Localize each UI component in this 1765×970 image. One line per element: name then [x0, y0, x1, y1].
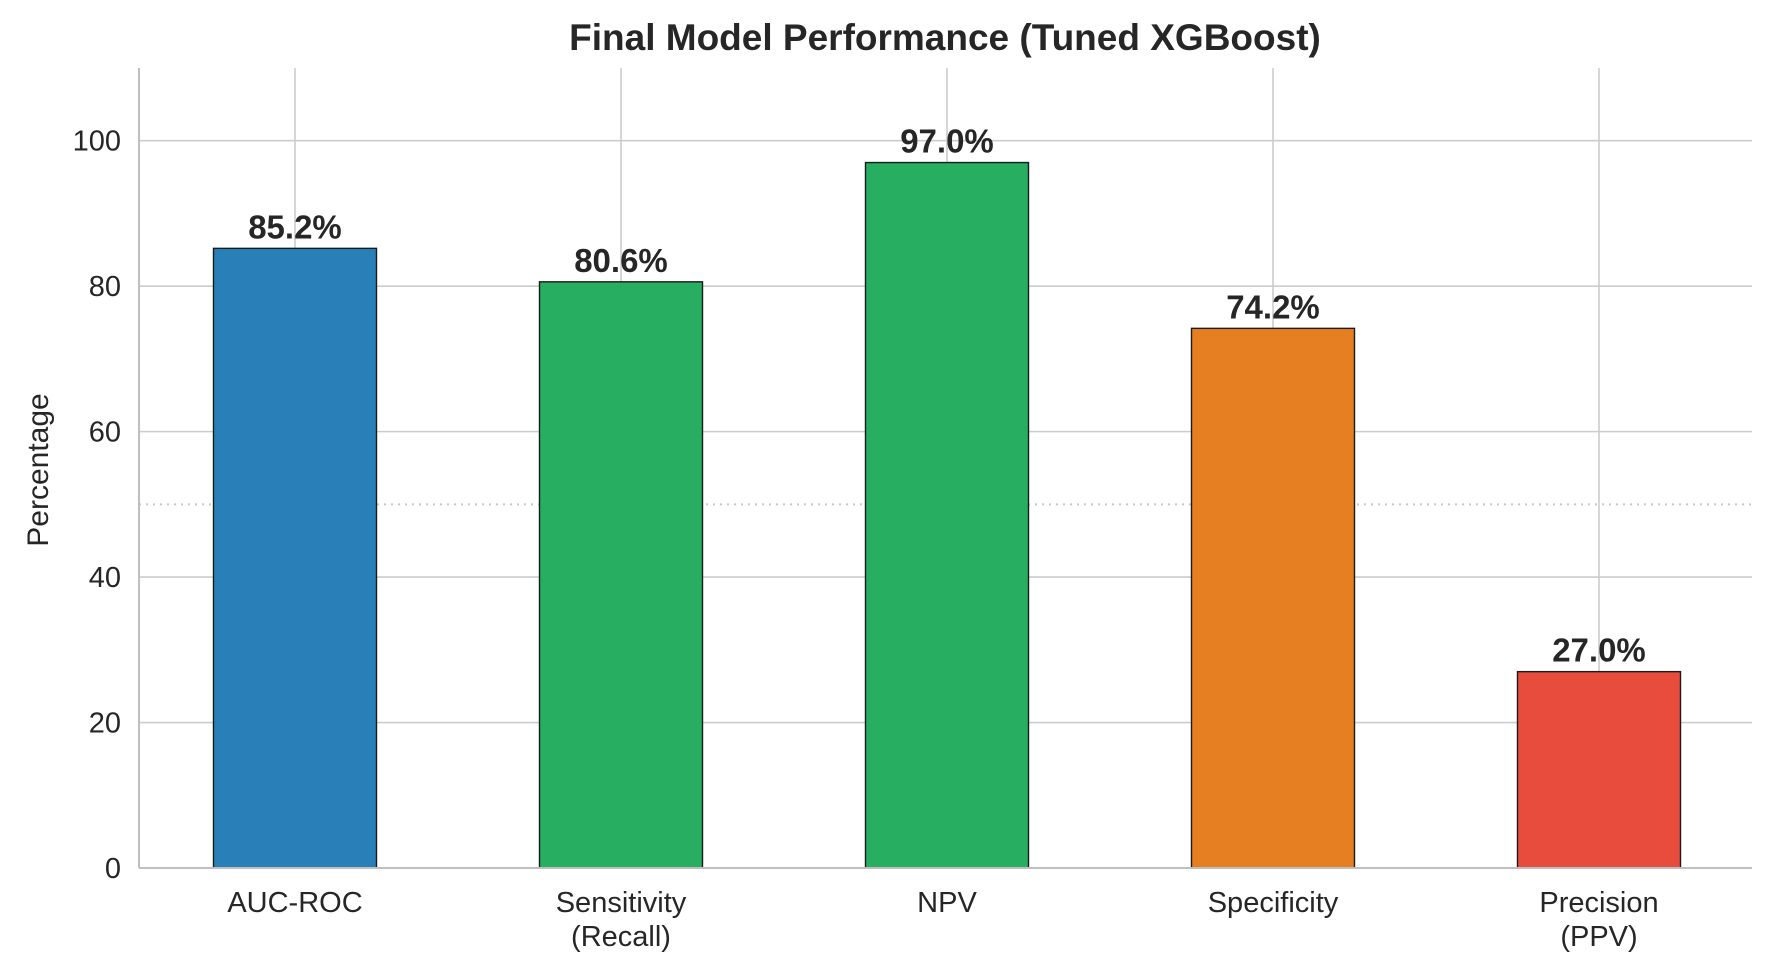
- x-tick-label: Precision (PPV): [1539, 887, 1658, 953]
- bar: [212, 247, 378, 869]
- axes: [138, 68, 1752, 869]
- data-label: 85.2%: [248, 208, 342, 245]
- bar: [864, 161, 1030, 869]
- x-tick-label: AUC-ROC: [227, 887, 362, 919]
- data-label: 80.6%: [574, 242, 668, 279]
- data-label: 74.2%: [1226, 288, 1320, 325]
- y-tick-label: 60: [89, 417, 121, 449]
- bar: [538, 281, 704, 869]
- y-tick-label: 20: [89, 708, 121, 740]
- bars: [212, 161, 1682, 869]
- data-label: 27.0%: [1552, 632, 1646, 669]
- x-tick-label: Sensitivity (Recall): [556, 887, 687, 953]
- data-label: 97.0%: [900, 123, 994, 160]
- x-tick-label: Specificity: [1208, 887, 1339, 919]
- y-tick-label: 0: [105, 853, 121, 885]
- x-tick-label: NPV: [917, 887, 977, 919]
- y-tick-label: 40: [89, 562, 121, 594]
- y-axis-label: Percentage: [22, 393, 55, 546]
- y-tick-label: 100: [73, 126, 121, 158]
- y-tick-label: 80: [89, 271, 121, 303]
- chart-title: Final Model Performance (Tuned XGBoost): [569, 17, 1321, 58]
- bar: [1516, 670, 1682, 869]
- labels: 0 20 40 60 80 100 85.2% AUC-ROC 80.6% Sensitivity…: [73, 123, 1659, 953]
- bar: [1190, 327, 1356, 869]
